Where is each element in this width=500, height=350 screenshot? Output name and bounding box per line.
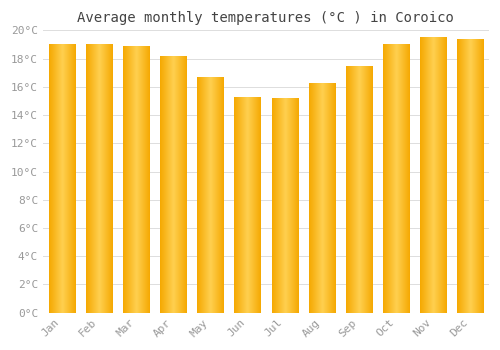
- Title: Average monthly temperatures (°C ) in Coroico: Average monthly temperatures (°C ) in Co…: [78, 11, 454, 25]
